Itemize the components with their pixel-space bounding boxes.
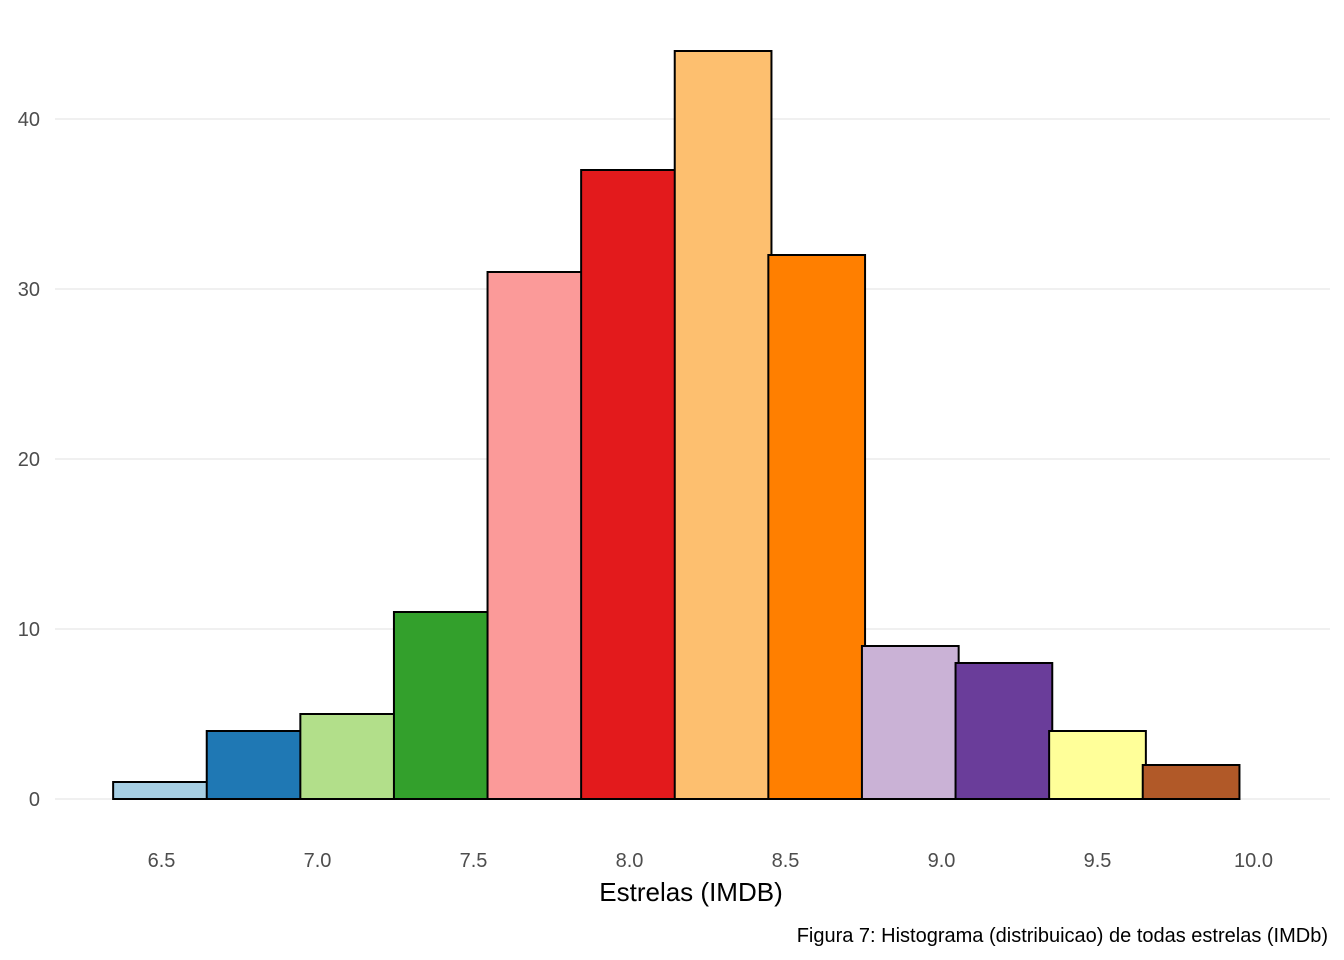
histogram-bar — [112, 781, 211, 800]
figure-caption: Figura 7: Histograma (distribuicao) de t… — [797, 925, 1328, 947]
x-tick-label: 8.5 — [772, 850, 800, 872]
x-axis-title: Estrelas (IMDB) — [599, 877, 782, 907]
histogram-bar — [673, 50, 773, 800]
histogram-bar — [1141, 764, 1241, 800]
histogram-bar — [860, 645, 960, 800]
histogram-bar — [580, 169, 679, 800]
histogram-bar — [954, 662, 1054, 800]
x-tick-label: 9.0 — [928, 850, 956, 872]
histogram-bar — [767, 254, 867, 800]
histogram-bars — [112, 50, 1241, 800]
x-tick-label: 10.0 — [1234, 850, 1273, 872]
histogram-bar — [1048, 730, 1147, 800]
histogram-bar — [299, 713, 399, 800]
histogram-bar — [486, 271, 586, 800]
histogram-bar — [205, 730, 305, 800]
histogram-bar — [392, 611, 492, 800]
x-tick-label: 7.0 — [304, 850, 332, 872]
y-axis-tick-labels: 0 10 20 30 40 — [18, 109, 40, 811]
y-tick-label: 0 — [29, 789, 40, 811]
y-tick-label: 10 — [18, 619, 40, 641]
x-tick-label: 9.5 — [1084, 850, 1112, 872]
y-tick-label: 20 — [18, 449, 40, 471]
x-tick-label: 7.5 — [460, 850, 488, 872]
y-tick-label: 30 — [18, 279, 40, 301]
x-axis-tick-labels: 6.5 7.0 7.5 8.0 8.5 9.0 9.5 10.0 — [148, 850, 1273, 872]
x-tick-label: 8.0 — [616, 850, 644, 872]
y-tick-label: 40 — [18, 109, 40, 131]
x-tick-label: 6.5 — [148, 850, 176, 872]
